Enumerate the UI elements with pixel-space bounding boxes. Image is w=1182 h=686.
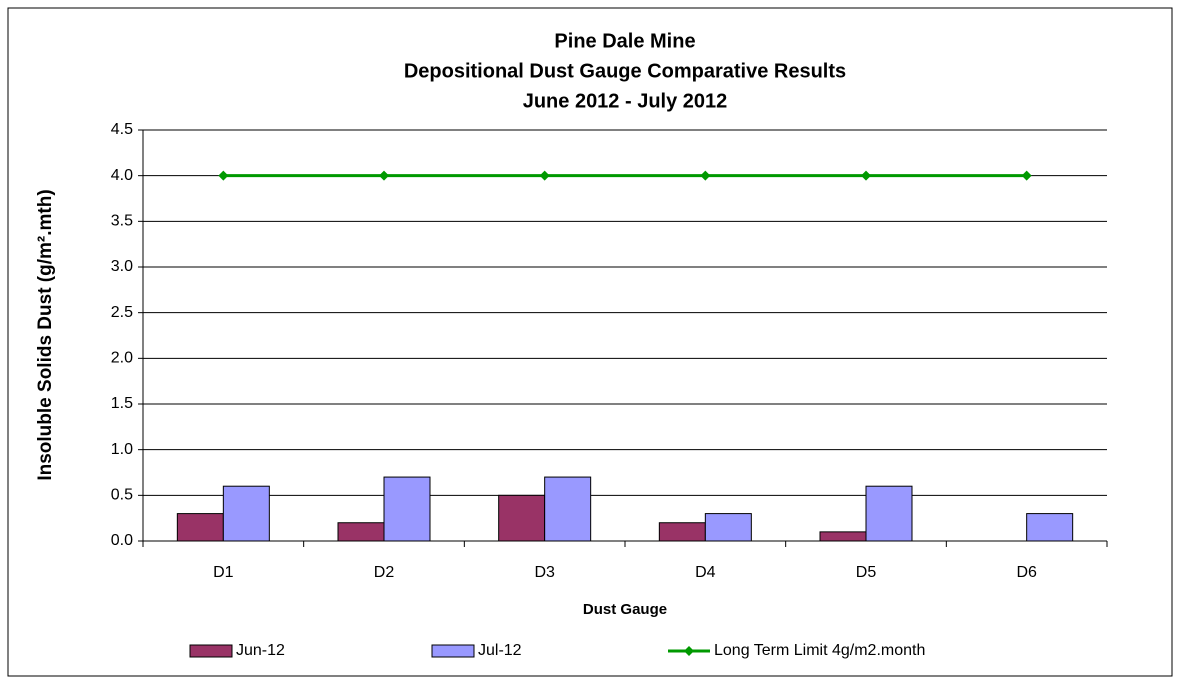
marker — [539, 170, 550, 181]
y-tick-label: 3.0 — [111, 258, 133, 275]
bar — [544, 476, 592, 542]
legend-swatch — [189, 644, 233, 658]
y-tick-label: 3.5 — [111, 213, 133, 230]
chart-title: June 2012 - July 2012 — [523, 90, 728, 112]
bar — [704, 513, 752, 542]
y-tick-label: 1.5 — [111, 395, 133, 412]
x-tick-label: D2 — [374, 564, 395, 581]
bar — [819, 531, 867, 542]
legend-swatch — [431, 644, 475, 658]
legend-marker — [684, 646, 694, 656]
y-axis-title: Insoluble Solids Dust (g/m².mth) — [35, 189, 56, 480]
chart-title: Pine Dale Mine — [554, 30, 695, 52]
x-tick-label: D6 — [1016, 564, 1037, 581]
bar — [865, 485, 913, 542]
y-tick-label: 2.5 — [111, 304, 133, 321]
marker — [1021, 170, 1032, 181]
chart-border — [7, 7, 1173, 677]
y-tick-label: 4.5 — [111, 121, 133, 138]
chart-title: Depositional Dust Gauge Comparative Resu… — [404, 60, 846, 82]
x-tick-label: D4 — [695, 564, 716, 581]
x-tick-label: D1 — [213, 564, 234, 581]
legend-label: Jul-12 — [478, 642, 522, 659]
legend-label: Jun-12 — [236, 642, 285, 659]
bar — [498, 494, 546, 542]
marker — [218, 170, 229, 181]
marker — [861, 170, 871, 181]
y-tick-label: 4.0 — [111, 167, 133, 184]
bar — [176, 513, 224, 542]
y-tick-label: 1.0 — [111, 441, 133, 458]
x-tick-label: D3 — [534, 564, 555, 581]
marker — [700, 170, 711, 181]
legend-label: Long Term Limit 4g/m2.month — [714, 642, 925, 659]
y-tick-label: 0.0 — [111, 532, 133, 549]
y-tick-label: 2.0 — [111, 350, 133, 367]
bar — [658, 522, 706, 542]
x-axis-title: Dust Gauge — [583, 601, 667, 618]
y-tick-label: 0.5 — [111, 487, 133, 504]
bar — [383, 476, 431, 542]
x-tick-label: D5 — [856, 564, 877, 581]
bar — [222, 485, 270, 542]
marker — [379, 170, 389, 181]
bar — [337, 522, 385, 542]
bar — [1026, 513, 1074, 542]
